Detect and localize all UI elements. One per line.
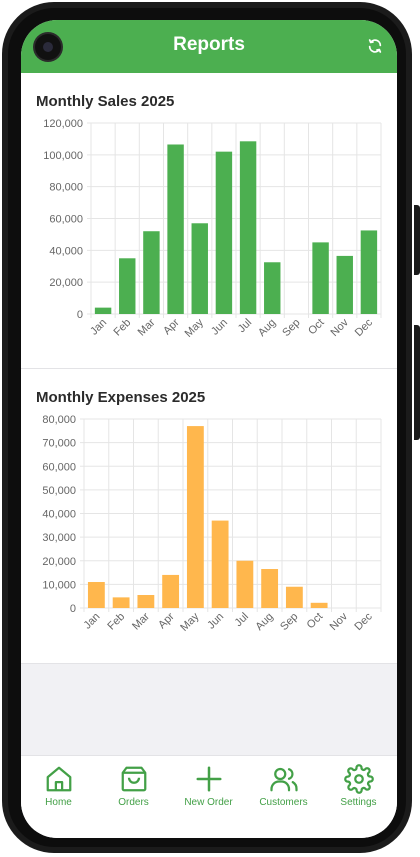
phone-volume-button bbox=[414, 205, 420, 275]
tab-settings[interactable]: Settings bbox=[321, 764, 396, 808]
sales-y-tick: 20,000 bbox=[49, 277, 83, 289]
expenses-y-tick: 20,000 bbox=[42, 556, 76, 568]
expenses-bar[interactable] bbox=[162, 574, 180, 608]
expenses-bar[interactable] bbox=[285, 586, 303, 608]
expenses-x-tick: Aug bbox=[253, 611, 275, 633]
tab-home[interactable]: Home bbox=[21, 764, 96, 808]
app-header: Reports bbox=[21, 20, 397, 73]
gear-icon bbox=[343, 764, 374, 794]
expenses-bar[interactable] bbox=[112, 597, 130, 608]
expenses-bar[interactable] bbox=[236, 560, 254, 608]
expenses-y-tick: 70,000 bbox=[42, 438, 76, 450]
sales-bar[interactable] bbox=[360, 230, 378, 314]
sales-x-tick: Jun bbox=[209, 317, 230, 338]
expenses-x-tick: Feb bbox=[105, 611, 127, 633]
expenses-y-tick: 40,000 bbox=[42, 509, 76, 521]
expenses-bar[interactable] bbox=[310, 602, 328, 608]
expenses-y-tick: 0 bbox=[70, 603, 76, 615]
home-icon bbox=[46, 766, 71, 792]
sales-x-tick: Mar bbox=[136, 316, 158, 338]
refresh-icon[interactable] bbox=[367, 38, 383, 54]
tab-new-order-label: New Order bbox=[184, 797, 233, 808]
sales-chart: 0 20,000 40,000 60,000 80,000 100,000 120,000 J… bbox=[43, 118, 382, 340]
tab-orders[interactable]: Orders bbox=[96, 764, 171, 808]
sales-bar[interactable] bbox=[336, 255, 353, 314]
sales-bar[interactable] bbox=[143, 231, 160, 314]
expenses-bar[interactable] bbox=[211, 520, 229, 608]
tab-orders-label: Orders bbox=[118, 797, 149, 808]
expenses-x-tick: Jan bbox=[81, 611, 102, 632]
expenses-grid bbox=[80, 418, 382, 612]
expenses-chart: 0 10,000 20,000 30,000 40,000 50,000 60,000 70,… bbox=[42, 414, 382, 634]
sales-bar[interactable] bbox=[167, 144, 184, 314]
tab-customers[interactable]: Customers bbox=[246, 764, 321, 808]
sales-x-tick: Sep bbox=[280, 317, 302, 339]
app-screen: Reports Monthly Sales 2025 0 20,000 40,000… bbox=[21, 20, 397, 838]
sales-y-tick: 0 bbox=[77, 309, 83, 321]
reports-content[interactable]: Monthly Sales 2025 0 20,000 40,000 60,000 80… bbox=[21, 73, 397, 755]
sales-y-tick: 120,000 bbox=[43, 118, 83, 130]
expenses-x-tick: Dec bbox=[352, 610, 375, 633]
sales-card: Monthly Sales 2025 0 20,000 40,000 60,000 80… bbox=[21, 73, 397, 369]
expenses-x-tick: Mar bbox=[130, 610, 152, 632]
expenses-bar[interactable] bbox=[186, 426, 204, 608]
shopping-bag-icon bbox=[121, 766, 146, 792]
expenses-x-tick: Sep bbox=[278, 611, 300, 633]
sales-grid bbox=[87, 122, 382, 318]
sales-bar[interactable] bbox=[94, 307, 112, 314]
bottom-tab-bar: Home Orders New Order Customers Settings bbox=[21, 755, 397, 838]
expenses-bar[interactable] bbox=[87, 582, 105, 608]
expenses-x-tick: Oct bbox=[305, 611, 326, 632]
expenses-y-tick: 60,000 bbox=[42, 461, 76, 473]
expenses-x-tick: Jun bbox=[205, 611, 226, 632]
sales-bar[interactable] bbox=[312, 242, 329, 314]
page-title: Reports bbox=[173, 34, 245, 55]
sales-y-tick: 100,000 bbox=[43, 150, 83, 162]
phone-power-button bbox=[414, 325, 420, 440]
expenses-bar[interactable] bbox=[137, 595, 155, 608]
expenses-chart-title: Monthly Expenses 2025 bbox=[36, 389, 206, 406]
sales-x-tick: Oct bbox=[306, 317, 327, 338]
sales-y-tick: 40,000 bbox=[49, 245, 83, 257]
expenses-x-tick: Nov bbox=[328, 610, 351, 633]
sales-bar[interactable] bbox=[119, 258, 136, 314]
sales-x-tick: Jan bbox=[88, 317, 109, 338]
expenses-x-tick: May bbox=[178, 610, 202, 634]
users-icon bbox=[269, 767, 298, 792]
tab-settings-label: Settings bbox=[340, 797, 377, 808]
sales-bar[interactable] bbox=[191, 223, 208, 314]
sales-bar[interactable] bbox=[239, 141, 257, 314]
sales-x-tick: Jul bbox=[236, 317, 254, 335]
expenses-y-tick: 80,000 bbox=[42, 414, 76, 426]
sales-y-tick: 80,000 bbox=[49, 182, 83, 194]
sales-x-tick: Dec bbox=[353, 316, 376, 339]
plus-icon bbox=[196, 766, 221, 792]
tab-home-label: Home bbox=[45, 797, 72, 808]
tab-customers-label: Customers bbox=[259, 797, 308, 808]
sales-x-tick: May bbox=[183, 316, 207, 340]
expenses-bar[interactable] bbox=[261, 569, 279, 608]
tab-new-order[interactable]: New Order bbox=[171, 764, 246, 808]
sales-y-tick: 60,000 bbox=[49, 214, 83, 226]
expenses-card: Monthly Expenses 2025 0 10,000 20,000 30,00… bbox=[21, 369, 397, 664]
expenses-x-tick: Apr bbox=[156, 610, 177, 631]
expenses-y-tick: 50,000 bbox=[42, 485, 76, 497]
front-camera bbox=[35, 34, 61, 60]
sales-bar[interactable] bbox=[264, 262, 281, 314]
expenses-y-tick: 10,000 bbox=[42, 579, 76, 591]
sales-x-tick: Feb bbox=[111, 317, 133, 339]
expenses-x-tick: Jul bbox=[233, 611, 251, 629]
sales-bar[interactable] bbox=[215, 151, 233, 314]
sales-x-tick: Nov bbox=[329, 316, 352, 339]
sales-x-tick: Aug bbox=[256, 317, 278, 339]
sales-chart-title: Monthly Sales 2025 bbox=[36, 93, 175, 110]
sales-x-tick: Apr bbox=[161, 316, 182, 337]
expenses-y-tick: 30,000 bbox=[42, 532, 76, 544]
